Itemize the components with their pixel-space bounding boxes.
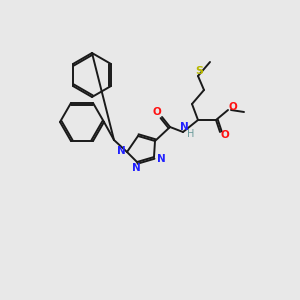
Text: N: N bbox=[157, 154, 165, 164]
Text: O: O bbox=[229, 102, 237, 112]
Text: H: H bbox=[187, 129, 195, 139]
Text: O: O bbox=[153, 107, 161, 117]
Text: N: N bbox=[180, 122, 188, 132]
Text: N: N bbox=[117, 146, 125, 156]
Text: O: O bbox=[220, 130, 230, 140]
Text: S: S bbox=[195, 66, 203, 76]
Text: N: N bbox=[132, 163, 140, 173]
